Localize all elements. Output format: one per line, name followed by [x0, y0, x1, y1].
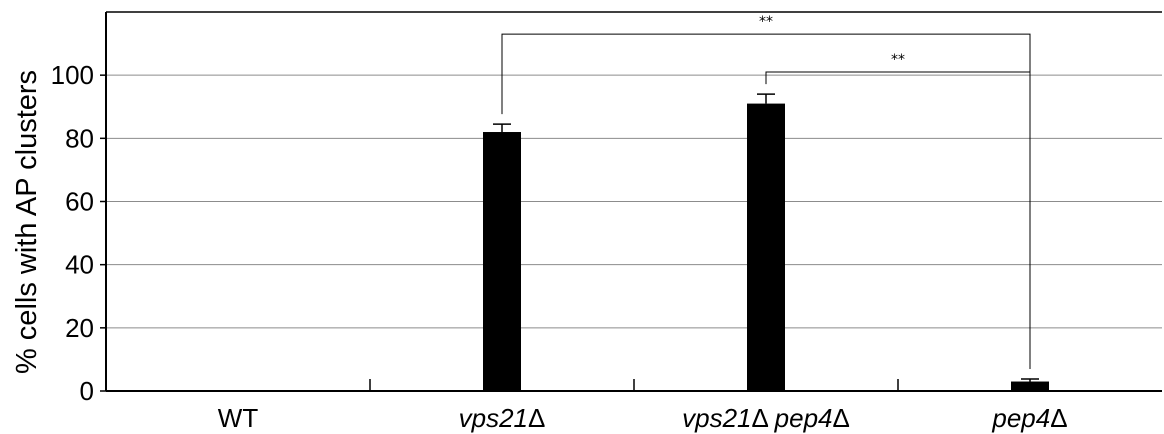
y-tick-label-60: 60: [65, 187, 94, 217]
x-category-label-2: vps21Δ pep4Δ: [682, 403, 850, 433]
x-category-label-3: pep4Δ: [991, 403, 1067, 433]
x-category-label-0: WT: [218, 403, 259, 433]
y-tick-label-40: 40: [65, 250, 94, 280]
error-bars: [493, 93, 1039, 382]
bar-2: [747, 103, 785, 391]
x-category-label-1: vps21Δ: [459, 403, 546, 433]
gridlines: [106, 74, 1162, 329]
significance-brackets: ** **: [501, 14, 1031, 369]
bar-1: [483, 132, 521, 391]
y-tick-label-20: 20: [65, 313, 94, 343]
y-tick-labels: 0 20 40 60 80 100: [51, 60, 94, 406]
significance-bracket-1: [765, 71, 1031, 369]
y-tick-label-80: 80: [65, 123, 94, 153]
y-tick-label-0: 0: [80, 376, 94, 406]
bars: [483, 103, 1049, 391]
axes: [100, 11, 1162, 392]
significance-label-1: **: [891, 52, 905, 68]
significance-label-0: **: [759, 14, 773, 30]
x-category-labels: WT vps21Δ vps21Δ pep4Δ pep4Δ: [218, 403, 1068, 433]
bar-3: [1011, 381, 1049, 391]
y-tick-label-100: 100: [51, 60, 94, 90]
y-axis-title: % cells with AP clusters: [11, 70, 43, 374]
